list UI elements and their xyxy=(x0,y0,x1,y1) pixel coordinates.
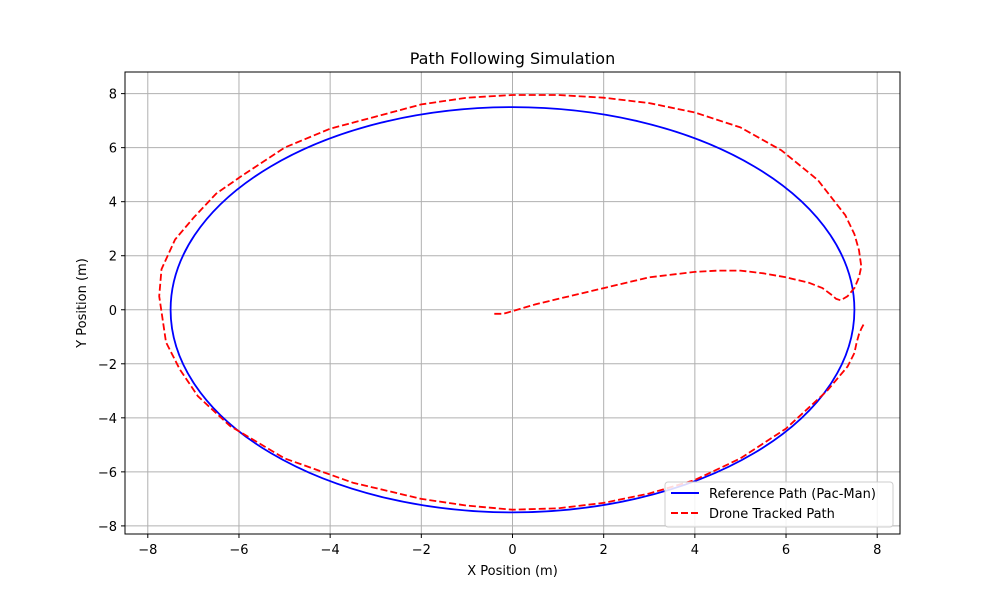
x-tick-label-0: −8 xyxy=(138,543,157,558)
legend-label-drone: Drone Tracked Path xyxy=(709,507,835,522)
chart-title: Path Following Simulation xyxy=(410,49,615,68)
x-tick-label-2: −4 xyxy=(321,543,340,558)
series-reference-path xyxy=(169,106,856,514)
x-tick-label-5: 2 xyxy=(600,543,608,558)
y-tick-label-2: −4 xyxy=(98,412,117,427)
y-tick-label-8: 8 xyxy=(109,88,117,103)
legend: Reference Path (Pac-Man) Drone Tracked P… xyxy=(664,481,894,528)
y-axis-label: Y Position (m) xyxy=(75,258,90,349)
y-tick-label-5: 2 xyxy=(109,250,117,265)
x-tick-label-4: 0 xyxy=(508,543,516,558)
y-tick-label-1: −6 xyxy=(98,466,117,481)
legend-box xyxy=(664,481,894,528)
series-layer xyxy=(158,94,865,514)
y-tick-label-0: −8 xyxy=(98,520,117,535)
x-tick-label-3: −2 xyxy=(412,543,431,558)
y-tick-label-3: −2 xyxy=(98,358,117,373)
x-tick-label-8: 8 xyxy=(873,543,881,558)
x-axis-ticks: −8 −6 −4 −2 0 2 4 6 8 xyxy=(138,534,881,558)
y-tick-label-7: 6 xyxy=(109,142,117,157)
x-tick-label-1: −6 xyxy=(229,543,248,558)
x-tick-label-6: 4 xyxy=(691,543,699,558)
y-tick-label-6: 4 xyxy=(109,196,117,211)
y-tick-label-4: 0 xyxy=(109,304,117,319)
x-tick-label-7: 6 xyxy=(782,543,790,558)
legend-label-reference: Reference Path (Pac-Man) xyxy=(709,487,876,502)
series-drone-tracked-path xyxy=(158,94,865,511)
y-axis-ticks: −8 −6 −4 −2 0 2 4 6 8 xyxy=(98,88,125,535)
x-axis-label: X Position (m) xyxy=(467,564,558,579)
